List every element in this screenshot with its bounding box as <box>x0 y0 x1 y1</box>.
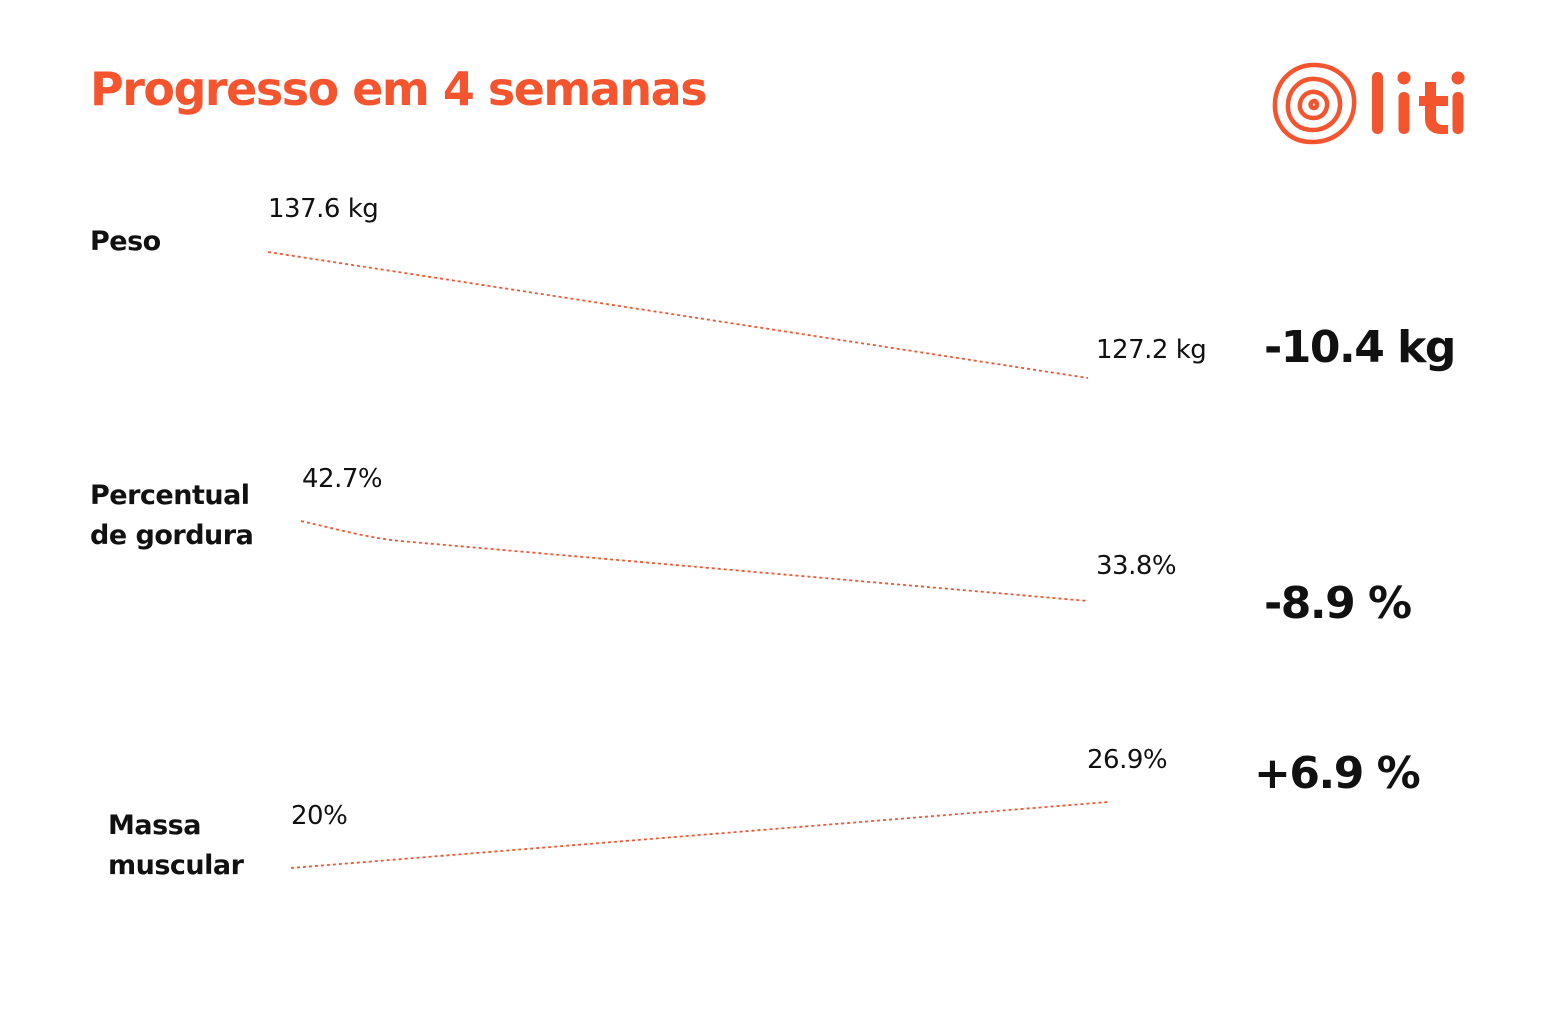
liti-logo <box>1268 58 1468 150</box>
metric-label-line: muscular <box>108 850 244 881</box>
end-value-peso: 127.2 kg <box>1096 335 1207 365</box>
trend-line-massa <box>290 801 1109 869</box>
page-title: Progresso em 4 semanas <box>90 62 708 116</box>
metric-label-peso: Peso <box>90 222 161 262</box>
concentric-rings-icon <box>1272 62 1465 145</box>
trend-line-gordura <box>300 520 1089 602</box>
metric-label-line: Percentual <box>90 480 250 511</box>
delta-value-peso: -10.4 kg <box>1264 322 1456 373</box>
start-value-gordura: 42.7% <box>302 464 383 494</box>
delta-value-massa: +6.9 % <box>1254 748 1421 799</box>
metric-label-line: Massa <box>108 810 201 841</box>
metric-label-line: Peso <box>90 226 161 257</box>
trend-line-peso <box>267 251 1089 379</box>
delta-value-gordura: -8.9 % <box>1264 578 1412 629</box>
start-value-peso: 137.6 kg <box>268 194 379 224</box>
metric-label-gordura: Percentual de gordura <box>90 476 254 556</box>
start-value-massa: 20% <box>291 801 348 831</box>
metric-label-line: de gordura <box>90 520 254 551</box>
end-value-massa: 26.9% <box>1087 745 1168 775</box>
metric-label-massa: Massa muscular <box>108 806 244 886</box>
end-value-gordura: 33.8% <box>1096 551 1177 581</box>
